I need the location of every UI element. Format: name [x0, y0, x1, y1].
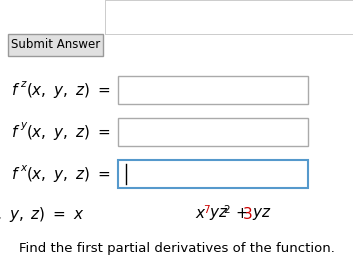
Text: $\ +\ $: $\ +\ $: [228, 207, 249, 221]
Text: $\mathit{f}$: $\mathit{f}$: [11, 124, 20, 140]
Text: $(\mathit{x},\ \mathit{y},\ \mathit{z})\ =$: $(\mathit{x},\ \mathit{y},\ \mathit{z})\…: [26, 80, 110, 100]
Bar: [118, 160, 308, 188]
Text: $\mathit{z}$: $\mathit{z}$: [20, 79, 28, 89]
Text: $\mathit{y}$: $\mathit{y}$: [20, 120, 29, 132]
Text: $\mathit{y}\mathit{z}$: $\mathit{y}\mathit{z}$: [209, 206, 229, 222]
Bar: [8, 34, 103, 56]
Text: $\mathit{x}$: $\mathit{x}$: [195, 207, 207, 221]
Bar: [118, 118, 308, 146]
Text: Submit Answer: Submit Answer: [11, 38, 100, 51]
Text: $(\mathit{x},\ \mathit{y},\ \mathit{z})\ =$: $(\mathit{x},\ \mathit{y},\ \mathit{z})\…: [26, 123, 110, 142]
Bar: [118, 76, 308, 104]
Text: $\mathit{f}$: $\mathit{f}$: [11, 166, 20, 182]
Text: Find the first partial derivatives of the function.: Find the first partial derivatives of th…: [19, 242, 334, 255]
Text: $\mathit{f}$: $\mathit{f}$: [11, 82, 20, 98]
Text: $3$: $3$: [242, 206, 252, 222]
Text: $2$: $2$: [223, 203, 231, 215]
Text: $\mathit{y}\mathit{z}$: $\mathit{y}\mathit{z}$: [252, 206, 272, 222]
Text: $7$: $7$: [203, 203, 211, 215]
Text: $\mathit{x}$: $\mathit{x}$: [20, 163, 29, 173]
Text: $\mathit{f}(\mathit{x},\ \mathit{y},\ \mathit{z})\ =\ \mathit{x}$: $\mathit{f}(\mathit{x},\ \mathit{y},\ \m…: [0, 205, 85, 223]
Text: $(\mathit{x},\ \mathit{y},\ \mathit{z})\ =$: $(\mathit{x},\ \mathit{y},\ \mathit{z})\…: [26, 165, 110, 184]
